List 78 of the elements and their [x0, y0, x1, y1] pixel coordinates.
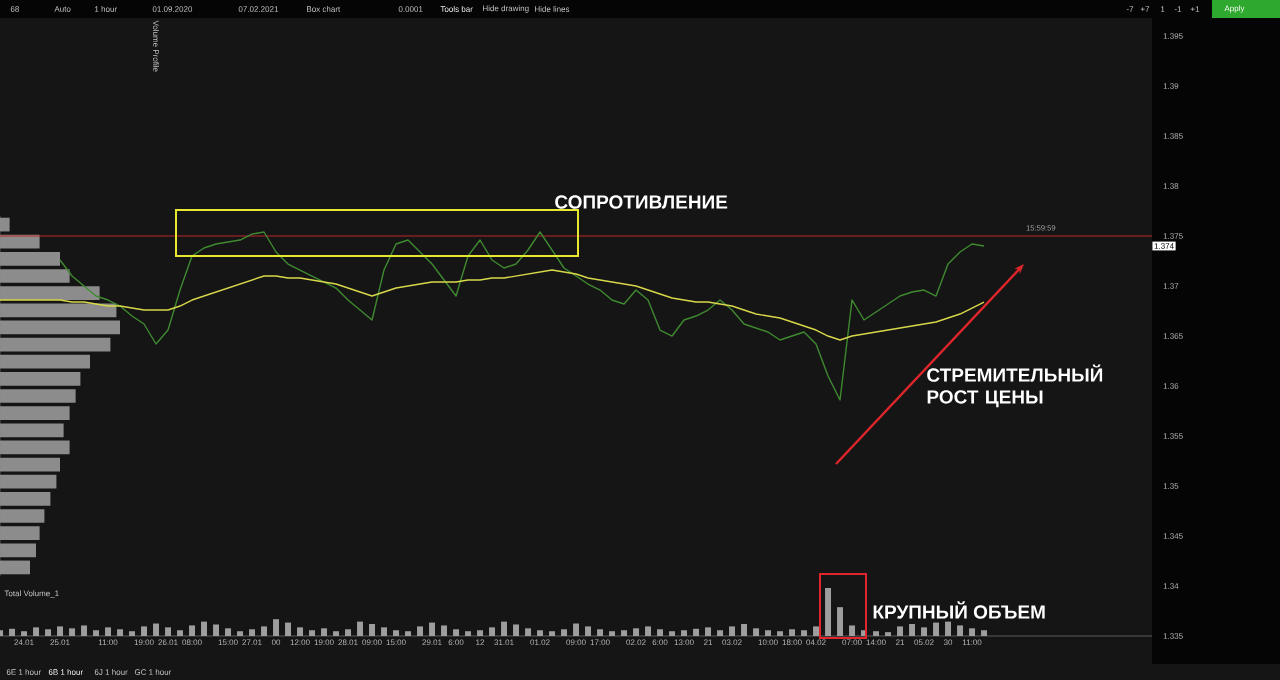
bar — [273, 619, 279, 636]
bar — [933, 622, 939, 636]
bar — [429, 622, 435, 636]
bar — [837, 607, 843, 636]
bar — [213, 624, 219, 636]
annotation: СТРЕМИТЕЛЬНЫЙ РОСТ ЦЕНЫ — [927, 364, 1103, 408]
bar — [225, 628, 231, 636]
bar — [945, 621, 951, 636]
bar — [501, 621, 507, 636]
bar — [525, 628, 531, 636]
bar — [729, 626, 735, 636]
bar — [9, 628, 15, 636]
bar — [657, 629, 663, 636]
annotation: КРУПНЫЙ ОБЪЕМ — [873, 601, 1045, 619]
bar — [441, 625, 447, 636]
bar — [717, 630, 723, 636]
bar — [0, 440, 70, 455]
bar — [45, 629, 51, 636]
bar — [0, 457, 61, 472]
bar — [417, 626, 423, 636]
bar — [105, 627, 111, 636]
bar — [681, 630, 687, 636]
bar — [897, 626, 903, 636]
bar — [621, 630, 627, 636]
bar — [489, 627, 495, 636]
bar — [909, 624, 915, 636]
bar — [825, 588, 831, 636]
bar — [921, 627, 927, 636]
bar — [813, 626, 819, 636]
bar — [165, 627, 171, 636]
bar — [57, 626, 63, 636]
bar — [633, 628, 639, 636]
bar — [249, 629, 255, 636]
bar — [765, 630, 771, 636]
bar — [117, 629, 123, 636]
bar — [345, 629, 351, 636]
bar — [705, 627, 711, 636]
bar — [981, 630, 987, 636]
bar — [741, 624, 747, 636]
bar — [573, 623, 579, 636]
bar — [369, 624, 375, 636]
bar — [153, 623, 159, 636]
bar — [801, 630, 807, 636]
bar — [693, 628, 699, 636]
bar — [453, 629, 459, 636]
bar — [381, 627, 387, 636]
bar — [849, 625, 855, 636]
bar — [597, 629, 603, 636]
bar — [297, 627, 303, 636]
bar — [201, 621, 207, 636]
annotation: СОПРОТИВЛЕНИЕ — [555, 195, 728, 209]
bar — [753, 628, 759, 636]
bar — [93, 630, 99, 636]
bar — [0, 217, 10, 232]
bar — [969, 628, 975, 636]
bar — [309, 630, 315, 636]
bar — [0, 560, 31, 575]
bar — [81, 625, 87, 636]
bar — [561, 629, 567, 636]
bar — [285, 622, 291, 636]
bar — [189, 625, 195, 636]
bar — [177, 630, 183, 636]
bar — [69, 628, 75, 636]
bar — [321, 628, 327, 636]
bar — [513, 624, 519, 636]
bar — [141, 626, 147, 636]
bar — [477, 630, 483, 636]
bar — [261, 626, 267, 636]
bar — [645, 626, 651, 636]
bar — [393, 630, 399, 636]
bar — [789, 629, 795, 636]
bar — [585, 626, 591, 636]
bar — [0, 337, 111, 352]
bar — [537, 630, 543, 636]
bar — [33, 627, 39, 636]
bar — [0, 320, 121, 335]
bar — [357, 621, 363, 636]
bar — [957, 625, 963, 636]
